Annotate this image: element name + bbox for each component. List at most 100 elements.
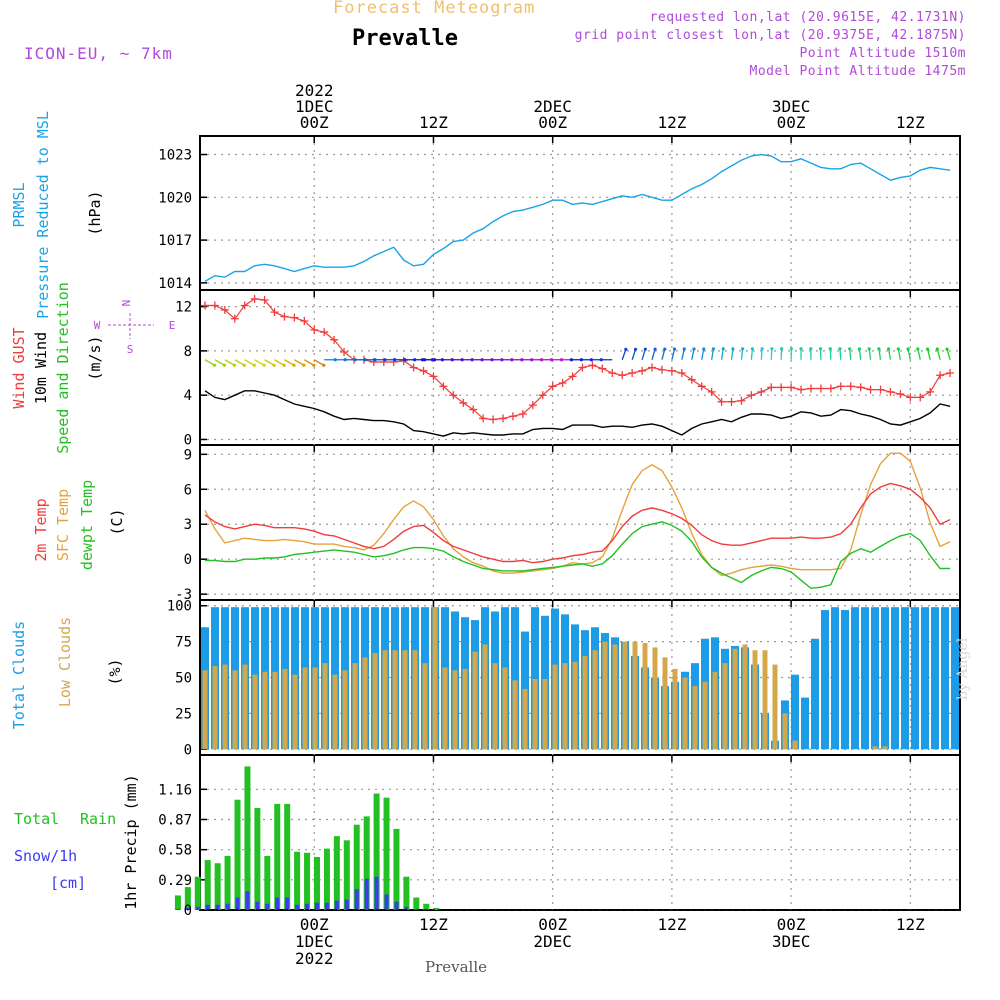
wind-direction-arrowhead	[789, 347, 793, 351]
wind-direction-arrow	[264, 359, 275, 366]
gust-marker	[280, 312, 289, 321]
y-tick-label: 0	[184, 742, 192, 758]
wind-direction-arrowhead	[818, 347, 823, 351]
wind-direction-arrowhead	[925, 347, 930, 351]
low-cloud-bar	[312, 667, 318, 750]
low-cloud-bar	[492, 663, 498, 750]
low-cloud-bar	[582, 655, 588, 750]
low-cloud-bar	[452, 670, 458, 750]
gust-marker	[240, 301, 249, 310]
wind-direction-arrowhead	[222, 363, 227, 367]
rain-bar	[393, 828, 400, 910]
low-cloud-bar	[472, 651, 478, 750]
low-cloud-bar	[352, 663, 358, 750]
gust-marker	[618, 371, 627, 380]
wind-direction-arrowhead	[490, 358, 494, 362]
gust-marker	[508, 412, 517, 421]
low-cloud-bar	[292, 674, 298, 750]
gust-marker	[638, 366, 647, 375]
wind-direction-arrowhead	[579, 358, 584, 362]
y-tick-label: 8	[184, 344, 192, 360]
gust-marker	[687, 375, 696, 384]
low-cloud-bar	[782, 713, 788, 750]
wind-direction-arrowhead	[302, 363, 306, 367]
wind-direction-arrowhead	[420, 358, 425, 362]
wind-direction-arrowhead	[857, 347, 862, 351]
y-tick-label: 12	[175, 300, 192, 316]
total-cloud-bar	[921, 607, 929, 750]
temp-2m-line	[204, 482, 951, 564]
wind-direction-arrowhead	[828, 347, 832, 351]
low-cloud-bar	[552, 664, 558, 750]
rain-bar	[343, 840, 350, 910]
total-cloud-bar	[951, 607, 959, 750]
wind-direction-arrow	[936, 348, 941, 360]
top-time-label: 12Z	[419, 113, 448, 132]
low-cloud-bar	[392, 650, 398, 750]
y-tick-label: -3	[175, 587, 192, 603]
low-cloud-bar	[522, 688, 528, 750]
snow-bar	[314, 902, 319, 910]
compass-south: S	[127, 343, 134, 356]
y-tick-label: 1014	[158, 276, 192, 292]
low-cloud-bar	[272, 671, 278, 750]
snow-bar	[344, 899, 349, 910]
low-cloud-bar	[432, 607, 438, 750]
gust-marker	[816, 384, 825, 393]
total-cloud-bar	[821, 610, 829, 750]
temp-label-2m: 2m Temp	[32, 498, 50, 561]
low-cloud-bar	[302, 667, 308, 750]
snow-bar	[354, 889, 359, 910]
wind-direction-arrow	[730, 348, 734, 360]
wind-label-gust: Wind GUST	[10, 327, 28, 408]
low-cloud-bar	[242, 664, 248, 750]
gust-marker	[210, 301, 219, 310]
gust-marker	[876, 385, 885, 394]
total-cloud-bar	[941, 607, 949, 750]
wind-direction-arrowhead	[599, 358, 603, 362]
wind-direction-arrowhead	[848, 347, 852, 351]
wind-direction-arrowhead	[877, 347, 881, 351]
bottom-time-label: 3DEC	[772, 932, 811, 951]
wind-direction-arrowhead	[692, 347, 696, 351]
wind-direction-arrow	[710, 348, 715, 360]
wind-direction-arrow	[631, 349, 637, 360]
low-cloud-bar	[692, 686, 698, 750]
low-cloud-bar	[442, 667, 448, 750]
snow-bar	[324, 902, 329, 910]
rain-bar	[433, 907, 440, 910]
snow-bar	[414, 908, 419, 910]
gust-marker	[499, 414, 508, 423]
rain-bar	[313, 856, 320, 910]
low-cloud-bar	[482, 644, 488, 750]
low-cloud-bar	[252, 674, 258, 750]
wind-direction-arrowhead	[510, 358, 514, 362]
snow-bar	[215, 904, 220, 910]
snow-bar	[205, 904, 210, 910]
wind-direction-arrowhead	[633, 347, 638, 351]
gust-marker	[409, 363, 418, 372]
low-cloud-bar	[622, 641, 628, 750]
wind-direction-arrow	[917, 348, 921, 360]
wind-direction-arrowhead	[500, 358, 504, 362]
pressure-line	[204, 153, 951, 283]
rain-bar	[174, 895, 181, 910]
low-cloud-bar	[322, 663, 328, 750]
gust-marker	[677, 369, 686, 378]
gust-marker	[528, 401, 537, 410]
rain-bar	[274, 803, 281, 910]
low-cloud-bar	[722, 663, 728, 750]
wind-direction-arrow	[849, 348, 852, 360]
low-cloud-bar	[642, 643, 648, 750]
model-altitude: Model Point Altitude 1475m	[749, 64, 966, 79]
top-time-label: 3DEC	[772, 97, 811, 116]
wind-direction-arrow	[760, 348, 763, 360]
wind-speed-line	[204, 390, 951, 437]
y-tick-label: 0.29	[158, 873, 192, 889]
snow-bar	[404, 906, 409, 910]
wind-direction-arrowhead	[906, 347, 910, 351]
rain-bar	[323, 848, 330, 910]
gust-marker	[846, 382, 855, 391]
wind-direction-arrowhead	[750, 347, 754, 351]
